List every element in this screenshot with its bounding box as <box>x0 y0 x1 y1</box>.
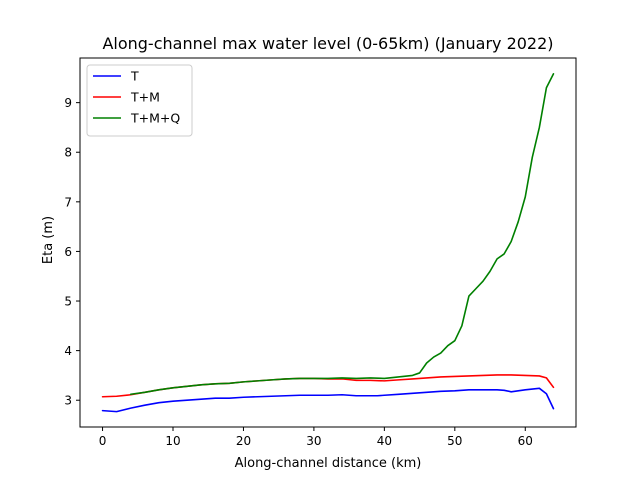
x-tick-label: 50 <box>447 434 462 448</box>
series-line-2 <box>129 73 555 396</box>
plot-frame <box>79 57 577 428</box>
y-tick-label: 3 <box>64 394 72 408</box>
x-tick-label: 0 <box>99 434 107 448</box>
legend-label-0: T <box>130 69 139 84</box>
x-tick-label: 30 <box>306 434 321 448</box>
x-tick-label: 20 <box>236 434 251 448</box>
y-axis-label: Eta (m) <box>41 216 56 264</box>
y-tick-label: 5 <box>64 295 72 309</box>
x-axis-label: Along-channel distance (km) <box>235 456 422 471</box>
x-tick-label: 60 <box>518 434 533 448</box>
series-line-0 <box>101 387 555 413</box>
y-tick-label: 8 <box>64 146 72 160</box>
y-tick-label: 7 <box>64 195 72 209</box>
legend-label-1: T+M <box>130 90 160 105</box>
plot-area <box>101 73 555 413</box>
y-tick-label: 6 <box>64 245 72 259</box>
axis-ticks: 0 10 20 30 40 50 60 3 4 5 6 7 8 9 <box>64 96 533 448</box>
chart-title: Along-channel max water level (0-65km) (… <box>102 34 553 53</box>
y-tick-label: 9 <box>64 96 72 110</box>
legend: T T+M T+M+Q <box>86 64 193 137</box>
x-tick-label: 10 <box>165 434 180 448</box>
x-tick-label: 40 <box>377 434 392 448</box>
y-tick-label: 4 <box>64 344 72 358</box>
legend-label-2: T+M+Q <box>130 111 180 126</box>
